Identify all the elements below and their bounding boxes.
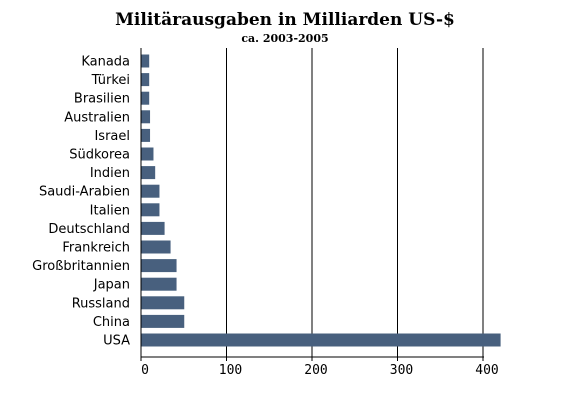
bar-italien [141, 203, 160, 217]
category-label: Indien [90, 166, 130, 181]
chart-title: Militärausgaben in Milliarden US-$ [115, 10, 455, 30]
category-label: Frankreich [62, 241, 130, 256]
category-label: Saudi-Arabien [39, 185, 130, 200]
bar-israel [141, 128, 151, 142]
bar-frankreich [141, 240, 171, 254]
category-label: Australien [64, 110, 130, 125]
bar-brasilien [141, 91, 150, 105]
bar-indien [141, 166, 156, 180]
bar-australien [141, 110, 151, 124]
x-tick-label: 400 [475, 363, 498, 378]
bar-saudi-arabien [141, 184, 160, 198]
x-tick-label: 100 [219, 363, 242, 378]
chart-subtitle: ca. 2003-2005 [241, 32, 328, 45]
category-label: China [93, 315, 130, 330]
bars [141, 54, 501, 347]
bar-deutschland [141, 221, 165, 235]
x-tick-label: 200 [304, 363, 327, 378]
category-label: USA [103, 334, 130, 349]
category-label: Türkei [91, 73, 130, 88]
x-tick-label: 0 [141, 363, 149, 378]
category-label: Brasilien [74, 92, 130, 107]
tick-labels: 0 100 200 300 400 [141, 363, 499, 378]
bar-russland [141, 296, 185, 310]
category-labels: Kanada Türkei Brasilien Australien Israel Süd… [32, 55, 130, 349]
category-label: Italien [90, 203, 130, 218]
category-label: Kanada [81, 55, 130, 70]
category-label: Großbritannien [32, 259, 130, 274]
category-label: Südkorea [69, 148, 130, 163]
bar-großbritannien [141, 259, 177, 273]
bar-kanada [141, 54, 150, 68]
category-label: Israel [94, 129, 130, 144]
category-label: Japan [93, 278, 130, 293]
bar-china [141, 314, 185, 328]
category-label: Russland [72, 296, 130, 311]
bar-südkorea [141, 147, 154, 161]
grid-lines [226, 48, 484, 361]
x-tick-label: 300 [390, 363, 413, 378]
bar-türkei [141, 73, 150, 87]
axes [140, 48, 484, 361]
bar-usa [141, 333, 501, 347]
category-label: Deutschland [48, 222, 130, 237]
bar-japan [141, 277, 177, 291]
